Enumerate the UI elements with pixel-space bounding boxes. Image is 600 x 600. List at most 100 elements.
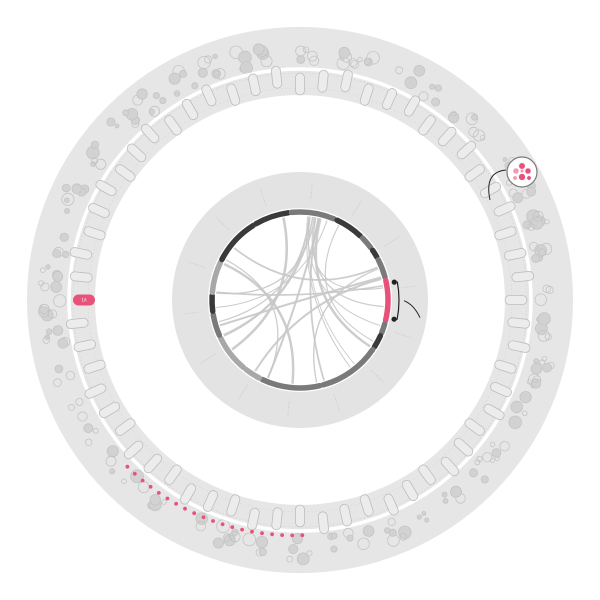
pill-shape[interactable] bbox=[69, 271, 93, 283]
pill-node[interactable] bbox=[247, 507, 260, 531]
pill-node[interactable] bbox=[271, 507, 283, 531]
pill-shape[interactable] bbox=[494, 226, 518, 241]
pill-node[interactable] bbox=[436, 125, 457, 147]
pill-shape[interactable] bbox=[247, 507, 260, 531]
pill-shape[interactable] bbox=[94, 179, 118, 198]
pill-node[interactable] bbox=[494, 226, 518, 241]
pill-shape[interactable] bbox=[142, 452, 163, 474]
chord[interactable] bbox=[307, 216, 381, 326]
pill-node[interactable] bbox=[87, 202, 111, 219]
pill-shape[interactable] bbox=[125, 142, 147, 163]
chord[interactable] bbox=[219, 276, 382, 327]
pill-node[interactable] bbox=[84, 383, 108, 400]
pill-node[interactable] bbox=[83, 226, 107, 241]
pill-shape[interactable] bbox=[114, 163, 137, 183]
pill-node[interactable] bbox=[463, 163, 486, 183]
pill-shape[interactable] bbox=[163, 463, 183, 486]
pill-shape[interactable] bbox=[507, 340, 531, 353]
pill-shape[interactable] bbox=[383, 493, 400, 517]
segment[interactable] bbox=[359, 235, 374, 251]
segment[interactable] bbox=[378, 321, 388, 336]
chord[interactable] bbox=[324, 225, 374, 342]
bubble-cluster-icon[interactable] bbox=[506, 156, 538, 188]
pill-node[interactable] bbox=[142, 452, 163, 474]
pill-node[interactable] bbox=[482, 403, 506, 422]
pill-shape[interactable] bbox=[181, 98, 200, 122]
pill-node[interactable] bbox=[179, 482, 198, 506]
pill-node[interactable] bbox=[163, 463, 183, 486]
pill-node[interactable] bbox=[248, 73, 261, 97]
segment[interactable] bbox=[253, 210, 291, 227]
segment-highlighted[interactable] bbox=[382, 277, 391, 324]
pill-shape[interactable] bbox=[493, 200, 517, 217]
pill-shape[interactable] bbox=[73, 294, 95, 306]
chord[interactable] bbox=[216, 284, 383, 296]
pill-node[interactable] bbox=[504, 295, 528, 305]
pill-shape[interactable] bbox=[463, 417, 486, 437]
pill-shape[interactable] bbox=[489, 381, 513, 398]
pill-node[interactable] bbox=[69, 247, 93, 260]
segment[interactable] bbox=[334, 217, 363, 239]
pill-node[interactable] bbox=[359, 494, 374, 518]
chord[interactable] bbox=[254, 277, 382, 372]
pill-shape[interactable] bbox=[317, 511, 329, 535]
pill-node[interactable] bbox=[417, 463, 437, 486]
pill-node[interactable] bbox=[403, 94, 422, 118]
pill-node-highlighted[interactable]: 1A bbox=[73, 294, 95, 306]
pill-shape[interactable] bbox=[226, 83, 241, 107]
pill-node[interactable] bbox=[98, 401, 122, 420]
pill-shape[interactable] bbox=[463, 163, 486, 183]
pill-shape[interactable] bbox=[84, 383, 108, 400]
pill-node[interactable] bbox=[489, 381, 513, 398]
pill-shape[interactable] bbox=[200, 84, 217, 108]
pill-shape[interactable] bbox=[114, 417, 137, 437]
pill-shape[interactable] bbox=[359, 83, 374, 107]
pill-shape[interactable] bbox=[83, 226, 107, 241]
pill-node[interactable] bbox=[114, 417, 137, 437]
chord[interactable] bbox=[314, 218, 371, 348]
pill-node[interactable] bbox=[455, 139, 477, 160]
pill-node[interactable] bbox=[340, 69, 353, 93]
pill-node[interactable] bbox=[383, 493, 400, 517]
chord[interactable] bbox=[223, 262, 295, 384]
pill-shape[interactable] bbox=[122, 439, 144, 460]
pill-shape[interactable] bbox=[139, 122, 160, 144]
chord[interactable] bbox=[312, 217, 384, 308]
segment[interactable] bbox=[243, 366, 263, 381]
pill-shape[interactable] bbox=[73, 339, 97, 352]
pill-node[interactable] bbox=[295, 72, 305, 96]
pill-node[interactable] bbox=[503, 248, 527, 261]
callout[interactable] bbox=[488, 156, 538, 201]
segment[interactable] bbox=[371, 333, 384, 350]
pill-node[interactable] bbox=[114, 163, 137, 183]
pill-shape[interactable] bbox=[507, 317, 531, 329]
pill-shape[interactable] bbox=[401, 479, 420, 503]
segment[interactable] bbox=[320, 346, 376, 388]
pill-shape[interactable] bbox=[340, 69, 353, 93]
pill-node[interactable] bbox=[417, 114, 437, 137]
pill-node[interactable] bbox=[295, 504, 305, 528]
pill-shape[interactable] bbox=[226, 494, 241, 518]
chord[interactable] bbox=[313, 268, 379, 383]
pill-shape[interactable] bbox=[295, 504, 305, 528]
pill-shape[interactable] bbox=[65, 317, 89, 329]
chord[interactable] bbox=[233, 247, 378, 281]
pill-node[interactable] bbox=[65, 317, 89, 329]
segment[interactable] bbox=[259, 376, 323, 391]
pill-node[interactable] bbox=[339, 503, 352, 527]
segment[interactable] bbox=[209, 292, 216, 314]
pill-node[interactable] bbox=[139, 122, 160, 144]
pill-node[interactable] bbox=[226, 494, 241, 518]
segment[interactable] bbox=[209, 259, 224, 296]
pill-node[interactable] bbox=[463, 417, 486, 437]
chord[interactable] bbox=[267, 217, 321, 379]
pill-shape[interactable] bbox=[494, 359, 518, 374]
pill-node[interactable] bbox=[125, 142, 147, 163]
pill-shape[interactable] bbox=[482, 403, 506, 422]
pill-shape[interactable] bbox=[69, 247, 93, 260]
segment[interactable] bbox=[375, 257, 388, 281]
pill-node[interactable] bbox=[317, 69, 329, 93]
pill-shape[interactable] bbox=[417, 114, 437, 137]
pill-shape[interactable] bbox=[503, 248, 527, 261]
pill-node[interactable] bbox=[507, 340, 531, 353]
